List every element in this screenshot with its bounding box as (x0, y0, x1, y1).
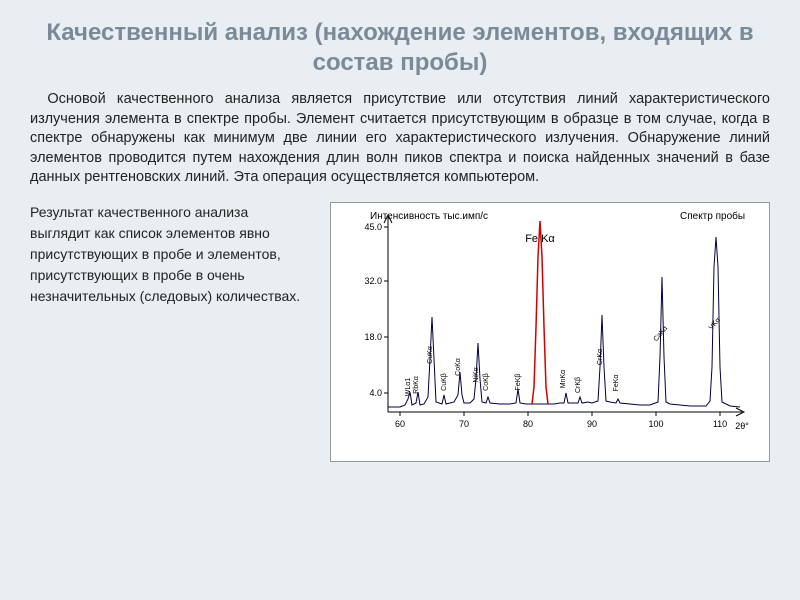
svg-text:CuKα: CuKα (427, 346, 434, 364)
svg-text:110: 110 (713, 419, 727, 429)
svg-text:100: 100 (648, 419, 663, 429)
svg-text:80: 80 (523, 419, 533, 429)
svg-text:45.0: 45.0 (364, 222, 382, 232)
svg-text:90: 90 (587, 419, 597, 429)
svg-text:CrKβ: CrKβ (575, 377, 582, 393)
x-ticks: 60 70 80 90 100 110 (395, 412, 727, 429)
side-paragraph: Результат качественного анализа выглядит… (30, 202, 310, 307)
spectrum-svg: Интенсивность тыс.имп/с Спектр пробы 45.… (335, 207, 765, 457)
title-bold: Качественный анализ (46, 19, 308, 46)
svg-text:FeKβ: FeKβ (515, 373, 522, 390)
svg-text:70: 70 (459, 419, 469, 429)
chart-label-right: Спектр пробы (680, 210, 745, 222)
highlight-peak (532, 221, 548, 404)
svg-text:NiKα: NiKα (473, 367, 480, 382)
svg-text:18.0: 18.0 (364, 332, 382, 342)
spectrum-chart: Интенсивность тыс.имп/с Спектр пробы 45.… (330, 202, 770, 462)
x-axis-label: 2θ° (735, 421, 749, 431)
svg-text:RbKα: RbKα (413, 376, 420, 394)
body-paragraph: Основой качественного анализа является п… (30, 90, 770, 188)
svg-text:CoKβ: CoKβ (483, 373, 490, 391)
svg-text:MnKα: MnKα (560, 370, 567, 388)
svg-text:WLα1: WLα1 (405, 377, 412, 396)
title-rest: (нахождение элементов, входящих в состав… (308, 19, 754, 76)
slide-title: Качественный анализ (нахождение элементо… (30, 18, 770, 78)
lower-row: Результат качественного анализа выглядит… (30, 202, 770, 462)
svg-text:CoKα: CoKα (455, 358, 462, 376)
main-peak-label: Fe Kα (525, 233, 555, 245)
svg-text:4.0: 4.0 (369, 388, 382, 398)
svg-text:FeKα: FeKα (613, 374, 620, 391)
svg-text:32.0: 32.0 (364, 276, 382, 286)
y-ticks: 45.0 32.0 18.0 4.0 (364, 222, 388, 398)
peak-labels: WLα1RbKα CuKα CoKα CuKβ NiKαCoKβ FeKβ MnKα CrKα… (405, 316, 722, 396)
svg-text:CuKβ: CuKβ (441, 373, 448, 391)
svg-text:CrKα: CrKα (597, 349, 604, 365)
svg-text:60: 60 (395, 419, 405, 429)
